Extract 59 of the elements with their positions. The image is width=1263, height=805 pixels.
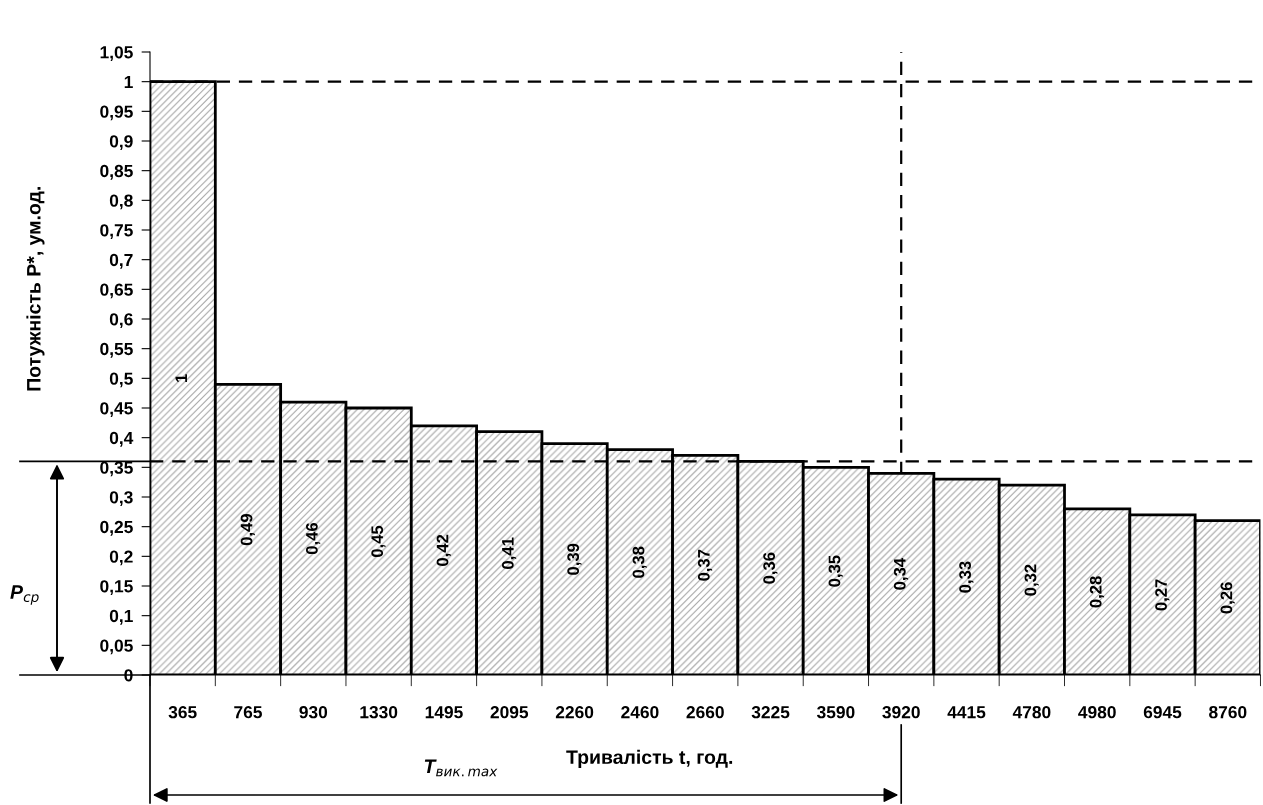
y-tick-label: 1	[124, 76, 133, 88]
data-label: 0,49	[240, 514, 255, 546]
data-label: 0,32	[1024, 564, 1039, 596]
x-tick-label: 2460	[621, 706, 659, 719]
y-tick-label: 0,6	[109, 313, 133, 328]
data-label: 0,34	[893, 558, 909, 590]
x-tick-label: 4415	[947, 706, 986, 719]
x-tick-label: 1330	[360, 706, 398, 719]
y-tick-label: 0,25	[100, 520, 133, 536]
x-tick-label: 2260	[555, 706, 594, 719]
y-tick-label: 1,05	[100, 46, 133, 61]
data-label: 0,41	[501, 537, 517, 569]
x-tick-label: 4780	[1012, 706, 1051, 719]
x-tick-label: 3590	[816, 706, 855, 719]
x-tick-label: 930	[299, 706, 328, 719]
data-label: 0,38	[632, 546, 647, 578]
y-tick-label: 0,3	[109, 491, 133, 506]
y-tick-label: 0,35	[100, 461, 133, 477]
x-tick-label: 2660	[686, 706, 724, 719]
data-label: 0,27	[1155, 579, 1170, 611]
y-tick-label: 0,15	[100, 580, 133, 595]
data-label: 0,26	[1220, 582, 1235, 614]
x-tick-label: 3225	[751, 706, 790, 719]
x-tick-label: 8760	[1209, 706, 1247, 719]
data-label: 1	[175, 374, 187, 382]
data-label: 0,28	[1089, 576, 1105, 608]
x-tick-label: 365	[168, 706, 197, 719]
y-tick-label: 0,4	[109, 431, 134, 447]
y-tick-label: 0,1	[109, 609, 133, 625]
y-tick-label: 0,05	[100, 639, 133, 655]
y-axis-title: Потужність P*, ум.од.	[26, 187, 45, 391]
y-tick-label: 0,95	[100, 105, 133, 121]
y-tick-label: 0,65	[100, 283, 133, 299]
x-tick-label: 3920	[882, 706, 920, 719]
x-tick-label: 4980	[1078, 706, 1116, 719]
data-label: 0,46	[305, 522, 321, 555]
y-tick-label: 0,5	[109, 372, 133, 388]
y-tick-label: 0,8	[109, 194, 133, 210]
y-tick-label: 0,55	[100, 342, 133, 358]
data-label: 0,39	[567, 543, 582, 575]
y-tick-label: 0,75	[100, 224, 133, 239]
x-tick-label: 1495	[425, 706, 463, 719]
y-tick-label: 0,2	[109, 550, 133, 566]
y-tick-label: 0,45	[100, 402, 133, 417]
text: P$_{ср}$	[10, 585, 39, 605]
text: T$_{вик.max}$	[424, 759, 498, 777]
data-label: 0,33	[959, 561, 974, 593]
data-label: 0,37	[697, 549, 713, 581]
x-axis-title: Тривалість t, год.	[566, 749, 733, 768]
x-tick-label: 6945	[1143, 706, 1182, 719]
y-tick-label: 0,85	[100, 164, 133, 180]
y-tick-label: 0,9	[109, 135, 133, 150]
x-tick-label: 2095	[490, 706, 529, 719]
data-label: 0,35	[828, 555, 843, 587]
data-label: 0,45	[371, 525, 386, 558]
data-label: 0,36	[763, 552, 778, 584]
data-label: 0,42	[436, 534, 451, 566]
x-tick-label: 765	[234, 706, 262, 719]
y-tick-label: 0,7	[109, 253, 133, 269]
